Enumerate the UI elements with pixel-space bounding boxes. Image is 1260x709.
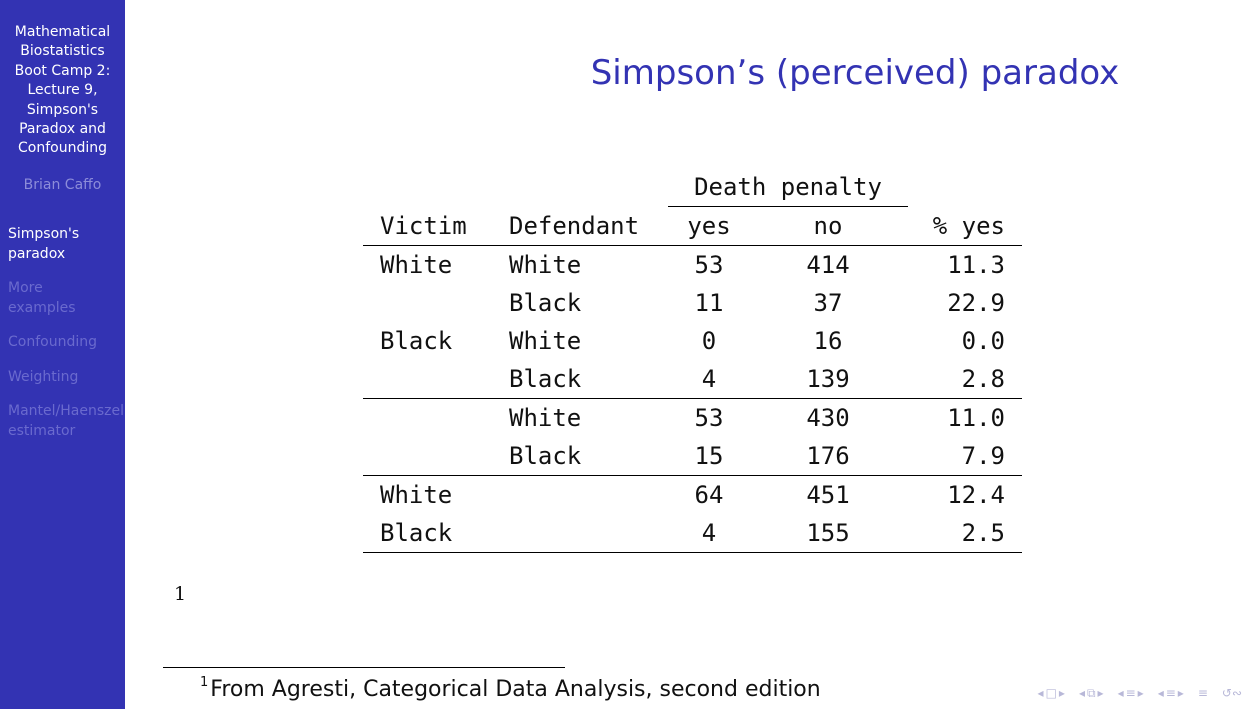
nav-left-arrow-icon[interactable]: ◂ (1078, 686, 1085, 700)
cell-yes: 53 (694, 404, 724, 432)
nav-right-arrow-icon[interactable]: ▸ (1097, 686, 1104, 700)
footnote: 1From Agresti, Categorical Data Analysis… (200, 675, 821, 702)
cell-victim: White (380, 481, 453, 509)
footnote-marker: 1 (174, 583, 187, 605)
nav-doc-icon[interactable]: ≡ (1165, 686, 1176, 700)
nav-section-icon[interactable]: ≡ (1125, 686, 1136, 700)
sidebar-item-confounding[interactable]: Confounding (8, 334, 97, 350)
cell-no: 451 (806, 481, 850, 509)
cell-defendant: White (509, 327, 582, 355)
col-header-no: no (813, 212, 843, 240)
cell-yes: 4 (701, 365, 717, 393)
table-rule (363, 552, 1022, 553)
slide-title: Simpson’s (perceived) paradox (590, 53, 1120, 93)
nav-right-arrow-icon[interactable]: ▸ (1058, 686, 1065, 700)
nav-left-arrow-icon[interactable]: ◂ (1037, 686, 1044, 700)
nav-right-arrow-icon[interactable]: ▸ (1137, 686, 1144, 700)
nav-align-group[interactable]: ≡ (1198, 686, 1208, 700)
cell-defendant: Black (509, 289, 582, 317)
cell-no: 414 (806, 251, 850, 279)
footnote-rule (163, 667, 565, 668)
cell-defendant: Black (509, 365, 582, 393)
cell-pct-yes: 22.9 (947, 289, 1005, 317)
death-penalty-table: Death penalty Victim Defendant yes no % … (363, 166, 1022, 553)
nav-subsection-group[interactable]: ◂ ⧉ ▸ (1079, 686, 1104, 701)
nav-subsection-icon[interactable]: ⧉ (1086, 685, 1096, 700)
sidebar: Mathematical Biostatistics Boot Camp 2: … (0, 0, 125, 709)
table-row: Black 4 139 2.8 (363, 360, 1022, 398)
col-header-yes: yes (687, 212, 731, 240)
cell-pct-yes: 2.8 (961, 365, 1005, 393)
nav-left-arrow-icon[interactable]: ◂ (1117, 686, 1124, 700)
nav-section-group[interactable]: ◂ ≡ ▸ (1118, 686, 1144, 700)
cell-victim: Black (380, 519, 453, 547)
cell-pct-yes: 7.9 (961, 442, 1005, 470)
table-row: White 53 430 11.0 (363, 399, 1022, 437)
beamer-navigation-bar: ◂ □ ▸ ◂ ⧉ ▸ ◂ ≡ ▸ ◂ ≡ ▸ ≡ ↺∾ (1038, 684, 1250, 702)
table-row: Black 11 37 22.9 (363, 284, 1022, 322)
nav-search-group[interactable]: ↺∾ (1222, 686, 1242, 700)
table-group-header-row: Death penalty (363, 166, 1022, 207)
col-header-pct-yes: % yes (932, 212, 1005, 240)
cell-yes: 11 (694, 289, 724, 317)
table-rule (363, 475, 1022, 476)
cell-no: 16 (813, 327, 843, 355)
table-row: Black 4 155 2.5 (363, 514, 1022, 552)
nav-right-arrow-icon[interactable]: ▸ (1177, 686, 1184, 700)
cell-victim: Black (380, 327, 453, 355)
table-rule (363, 398, 1022, 399)
cell-pct-yes: 2.5 (961, 519, 1005, 547)
sidebar-item-more-examples[interactable]: More examples (8, 280, 76, 316)
sidebar-item-simpsons-paradox[interactable]: Simpson's paradox (8, 226, 80, 262)
sidebar-item-mantel-haenszel[interactable]: Mantel/Haenszel estimator (8, 403, 124, 439)
cell-yes: 0 (701, 327, 717, 355)
cell-no: 176 (806, 442, 850, 470)
section-list: Simpson's paradox More examples Confound… (8, 225, 148, 456)
cell-yes: 4 (701, 519, 717, 547)
table-row: White White 53 414 11.3 (363, 246, 1022, 284)
nav-frame-group[interactable]: ◂ □ ▸ (1038, 686, 1065, 700)
footnote-number: 1 (200, 675, 209, 690)
cell-pct-yes: 0.0 (961, 327, 1005, 355)
cell-yes: 53 (694, 251, 724, 279)
table-block-by-defendant: White 53 430 11.0 Black 15 176 7.9 (363, 399, 1022, 475)
lecture-title[interactable]: Mathematical Biostatistics Boot Camp 2: … (14, 24, 111, 157)
cell-pct-yes: 12.4 (947, 481, 1005, 509)
author-name[interactable]: Brian Caffo (23, 177, 102, 193)
nav-search-icon[interactable]: ↺∾ (1221, 686, 1242, 700)
col-header-victim: Victim (380, 212, 467, 240)
group-header-rule (668, 206, 908, 207)
cell-pct-yes: 11.3 (947, 251, 1005, 279)
col-header-defendant: Defendant (509, 212, 640, 240)
cell-defendant: White (509, 404, 582, 432)
sidebar-item-weighting[interactable]: Weighting (8, 368, 79, 385)
table-block-by-victim: White White 53 414 11.3 Black 11 37 22.9 Black Whi… (363, 246, 1022, 398)
cell-defendant: White (509, 251, 582, 279)
nav-align-icon[interactable]: ≡ (1197, 686, 1208, 700)
cell-yes: 15 (694, 442, 724, 470)
cell-yes: 64 (694, 481, 724, 509)
cell-victim: White (380, 251, 453, 279)
table-rule (363, 245, 1022, 246)
footnote-text: From Agresti, Categorical Data Analysis,… (210, 677, 821, 702)
cell-no: 155 (806, 519, 850, 547)
group-header-death-penalty: Death penalty (694, 173, 882, 201)
cell-pct-yes: 11.0 (947, 404, 1005, 432)
nav-frame-icon[interactable]: □ (1045, 686, 1057, 700)
nav-left-arrow-icon[interactable]: ◂ (1157, 686, 1164, 700)
cell-defendant: Black (509, 442, 582, 470)
cell-no: 139 (806, 365, 850, 393)
table-header-row: Victim Defendant yes no % yes (363, 207, 1022, 245)
nav-doc-group[interactable]: ◂ ≡ ▸ (1158, 686, 1184, 700)
table-row: Black White 0 16 0.0 (363, 322, 1022, 360)
cell-no: 37 (813, 289, 843, 317)
cell-no: 430 (806, 404, 850, 432)
table-row: White 64 451 12.4 (363, 476, 1022, 514)
table-block-victim-totals: White 64 451 12.4 Black 4 155 2.5 (363, 476, 1022, 552)
table-row: Black 15 176 7.9 (363, 437, 1022, 475)
